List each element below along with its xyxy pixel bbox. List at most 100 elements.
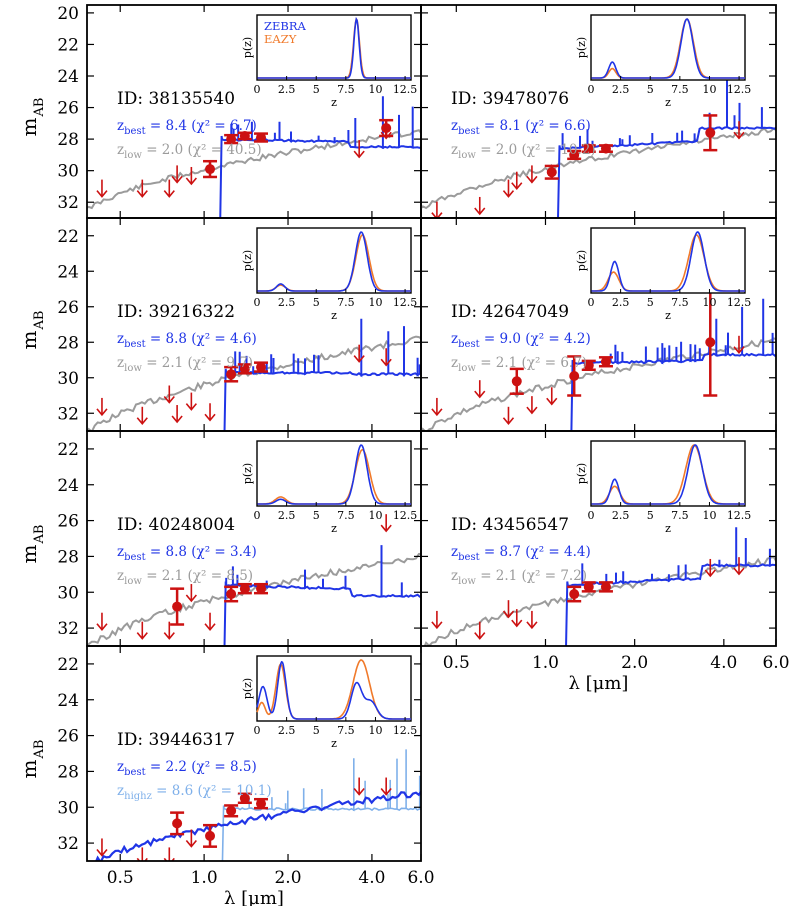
zbest-label: zbest = 8.4 (χ² = 6.7) bbox=[117, 118, 257, 137]
inset-x-tick-label: 7.5 bbox=[671, 296, 689, 309]
upper-limit-arrow bbox=[204, 403, 216, 422]
inset-frame bbox=[256, 227, 412, 294]
inset-x-tick-label: 2.5 bbox=[612, 296, 630, 309]
plot-area bbox=[87, 318, 421, 431]
detection-point bbox=[205, 830, 216, 841]
upper-limit-arrow bbox=[185, 829, 197, 848]
inset-x-tick-label: 5 bbox=[647, 509, 654, 522]
upper-limit-arrow bbox=[185, 392, 197, 411]
panel-frame bbox=[86, 645, 422, 862]
upper-limit-head bbox=[171, 175, 183, 184]
upper-limit-head bbox=[96, 623, 108, 631]
inset-x-tick-label: 0 bbox=[588, 83, 595, 96]
plot-area bbox=[87, 514, 421, 646]
pz-zebra-curve bbox=[591, 231, 745, 292]
upper-limit-arrow bbox=[380, 121, 392, 140]
inset-x-tick-label: 5 bbox=[313, 83, 320, 96]
y-axis-label: mAB bbox=[17, 525, 47, 564]
upper-limit-head bbox=[511, 619, 523, 628]
upper-limit-arrow bbox=[380, 514, 392, 533]
lowz-sed-line bbox=[87, 552, 421, 646]
upper-limit-head bbox=[380, 788, 392, 796]
plot-area bbox=[421, 78, 776, 218]
upper-limit-head bbox=[353, 355, 365, 363]
sed-panel-4: 22 24 26 28 30 32 mAB ID: 40248004 zbest = 8.8 (… bbox=[17, 430, 422, 647]
upper-limit-arrow bbox=[163, 621, 175, 640]
zbest-label: zbest = 2.2 (χ² = 8.5) bbox=[117, 759, 257, 778]
detection-point bbox=[226, 134, 237, 145]
inset-x-tick-label: 0 bbox=[254, 724, 261, 737]
upper-limit-head bbox=[136, 632, 148, 640]
best-sed-line bbox=[223, 318, 421, 431]
y-tick-label: 22 bbox=[57, 655, 79, 675]
upper-limit-arrow bbox=[474, 621, 486, 640]
y-tick-label: 26 bbox=[57, 298, 79, 318]
detection-point bbox=[226, 805, 237, 816]
inset-x-label: z bbox=[665, 522, 671, 535]
inset-x-tick-label: 12.5 bbox=[393, 724, 418, 737]
zbest-label: zbest = 8.8 (χ² = 4.6) bbox=[117, 331, 257, 350]
pz-inset: 0 2.5 5 7.5 10 12.5 z p(z) bbox=[241, 440, 417, 535]
upper-limit-head bbox=[526, 175, 538, 184]
panel-frame bbox=[420, 430, 777, 647]
upper-limit-head bbox=[511, 182, 523, 190]
pz-zebra-curve bbox=[591, 444, 745, 505]
pz-inset: 0 2.5 5 7.5 10 12.5 z p(z) bbox=[575, 227, 752, 322]
y-axis-label-main: m bbox=[17, 544, 41, 563]
upper-limit-head bbox=[733, 131, 745, 140]
detection-point bbox=[511, 376, 522, 387]
upper-limit-head bbox=[163, 632, 175, 640]
x-tick-label: 0.5 bbox=[443, 653, 470, 673]
upper-limit-head bbox=[733, 567, 745, 576]
zalt-label: zlow = 2.1 (χ² = 8.5) bbox=[117, 568, 253, 587]
object-id-label: ID: 39446317 bbox=[117, 730, 235, 750]
upper-limit-head bbox=[733, 346, 745, 355]
y-axis-label-main: m bbox=[17, 117, 41, 136]
upper-limit-arrow bbox=[96, 397, 108, 417]
upper-limit-arrow bbox=[546, 387, 558, 406]
upper-limit-arrow bbox=[136, 179, 148, 198]
y-tick-label: 28 bbox=[57, 762, 79, 782]
detection-point bbox=[569, 589, 580, 600]
inset-y-label: p(z) bbox=[575, 37, 588, 58]
upper-limit-arrow bbox=[474, 196, 486, 216]
legend-zebra: ZEBRA bbox=[264, 19, 306, 33]
inset-x-tick-label: 2.5 bbox=[612, 83, 630, 96]
upper-limit-head bbox=[96, 848, 108, 857]
best-sed-line bbox=[95, 789, 421, 861]
detection-point bbox=[583, 143, 594, 154]
inset-y-label: p(z) bbox=[241, 678, 254, 699]
y-tick-label: 26 bbox=[57, 512, 79, 532]
best-sed-line bbox=[565, 527, 776, 646]
x-tick-label: 6.0 bbox=[762, 653, 789, 673]
inset-x-tick-label: 12.5 bbox=[727, 296, 752, 309]
pz-zebra-curve bbox=[257, 444, 411, 505]
upper-limit-arrow bbox=[171, 165, 183, 184]
detection-point bbox=[583, 581, 594, 592]
plot-area bbox=[87, 96, 421, 218]
y-tick-label: 28 bbox=[57, 130, 79, 150]
legend-eazy: EAZY bbox=[264, 32, 297, 46]
plot-area bbox=[423, 527, 776, 646]
upper-limit-arrow bbox=[526, 396, 538, 415]
x-axis-label: λ [μm] bbox=[569, 673, 629, 694]
inset-x-tick-label: 10 bbox=[368, 509, 382, 522]
detection-point bbox=[569, 370, 580, 381]
y-tick-label: 32 bbox=[57, 404, 79, 424]
lowz-sed-line bbox=[421, 127, 776, 210]
inset-x-tick-label: 7.5 bbox=[671, 509, 689, 522]
zalt-label: zhighz = 8.6 (χ² = 10.1) bbox=[117, 783, 272, 802]
detection-point bbox=[600, 356, 611, 367]
inset-frame bbox=[590, 227, 746, 294]
y-axis-label-sub: AB bbox=[32, 98, 47, 118]
x-tick-label: 4.0 bbox=[358, 868, 385, 888]
upper-limit-head bbox=[380, 524, 392, 533]
y-axis-label-sub: AB bbox=[32, 525, 47, 545]
inset-x-tick-label: 7.5 bbox=[337, 724, 355, 737]
inset-x-tick-label: 0 bbox=[588, 509, 595, 522]
y-axis-label-main: m bbox=[17, 759, 41, 778]
upper-limit-arrow bbox=[380, 777, 392, 796]
y-tick-label: 28 bbox=[57, 333, 79, 353]
y-tick-label: 30 bbox=[57, 798, 79, 818]
object-id-label: ID: 43456547 bbox=[451, 515, 569, 535]
